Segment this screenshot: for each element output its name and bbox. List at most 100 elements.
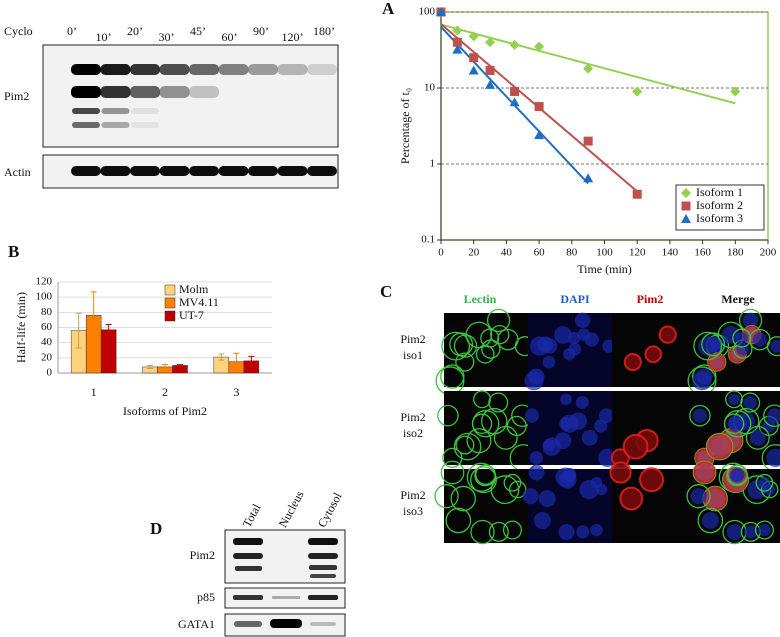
nucleus: [553, 326, 572, 344]
pim2-signal: [693, 461, 716, 484]
band: [131, 108, 159, 114]
nucleus: [524, 371, 544, 391]
band: [307, 64, 337, 75]
cell-membrane: [486, 308, 511, 333]
cell-membrane: [697, 507, 724, 534]
y-tick-label: 120: [36, 276, 53, 288]
nucleus: [729, 468, 745, 483]
x-tick-label: 1: [91, 385, 97, 399]
error-bar: [218, 353, 225, 361]
band: [130, 166, 160, 176]
nucleus: [537, 336, 554, 353]
cell-membrane: [493, 425, 518, 450]
nucleus: [542, 437, 561, 456]
row-label: Pim2: [400, 488, 425, 502]
nucleus: [561, 468, 577, 483]
cell-membrane: [749, 328, 771, 351]
point: [632, 86, 643, 97]
cell-membrane: [725, 390, 743, 409]
cell-membrane: [740, 392, 761, 413]
cell-membrane: [455, 435, 475, 455]
band: [71, 86, 101, 98]
micrograph: [444, 469, 528, 543]
band: [71, 64, 101, 75]
nucleus: [692, 371, 712, 391]
point: [583, 63, 594, 74]
cell-membrane: [488, 521, 509, 542]
nucleus: [568, 342, 582, 356]
cell-membrane: [474, 464, 496, 487]
time-label: 120’: [282, 30, 304, 44]
y-tick-label: 0.1: [421, 234, 435, 246]
nucleus: [770, 339, 780, 353]
pim2-signal: [707, 352, 726, 372]
panel-label: B: [8, 242, 19, 261]
cell-membrane: [488, 392, 509, 413]
micrograph: [444, 391, 528, 465]
legend-box: [675, 184, 765, 231]
x-tick-label: 2: [162, 385, 168, 399]
column-header: Total: [240, 501, 264, 530]
error-bar: [248, 355, 255, 366]
band: [72, 122, 100, 128]
cell-membrane: [441, 331, 471, 361]
cell-membrane: [755, 473, 774, 492]
column-header: Merge: [721, 292, 755, 306]
x-axis-label: Time (min): [577, 262, 632, 276]
error-bar: [233, 352, 240, 371]
pim2-signal: [609, 461, 632, 484]
cell-membrane: [502, 520, 522, 540]
time-label: 20’: [127, 24, 143, 38]
nucleus: [692, 408, 708, 423]
legend-label: Isoform 3: [696, 211, 743, 225]
x-tick-label: 80: [566, 247, 578, 259]
y-tick-label: 40: [41, 336, 53, 348]
point: [509, 39, 520, 50]
legend-swatch: [164, 284, 176, 296]
x-tick-label: 180: [727, 247, 744, 259]
cyclo-label: Cyclo: [4, 24, 33, 38]
time-label: 90’: [253, 24, 269, 38]
row-label: iso3: [403, 504, 423, 518]
y-tick-label: 100: [36, 291, 53, 303]
x-tick-label: 60: [534, 247, 546, 259]
nucleus: [727, 417, 741, 431]
band: [248, 166, 278, 176]
row-label: iso1: [403, 348, 423, 362]
pim2-signal: [622, 433, 649, 460]
nucleus: [749, 429, 766, 446]
point: [452, 44, 463, 54]
band: [307, 166, 337, 176]
pim2-signal: [619, 486, 644, 511]
legend-label: UT-7: [179, 308, 204, 322]
y-tick-label: 80: [41, 306, 53, 318]
y-tick-label: 10: [424, 82, 436, 94]
y-axis-label: Half-life (min): [14, 292, 28, 363]
cell-membrane: [453, 334, 478, 358]
nucleus: [766, 448, 780, 468]
panel-label: D: [150, 519, 162, 538]
pim2-signal: [706, 433, 733, 460]
time-label: 180’: [313, 24, 335, 38]
pim2-signal: [639, 467, 665, 493]
band: [189, 86, 219, 98]
x-tick-label: 140: [662, 247, 679, 259]
nucleus: [529, 451, 543, 465]
cell-membrane: [692, 460, 717, 485]
cell-membrane: [689, 404, 711, 427]
panel-label: C: [380, 282, 392, 301]
error-bar: [177, 364, 183, 367]
x-tick-label: 20: [468, 247, 480, 259]
point: [583, 173, 594, 183]
nucleus: [735, 331, 749, 345]
cell-membrane: [754, 520, 774, 540]
cell-membrane: [722, 466, 749, 494]
blot-row-label: Pim2: [190, 548, 215, 562]
point: [485, 37, 496, 48]
blot-row-label: Pim2: [4, 89, 29, 103]
band: [248, 64, 278, 75]
nucleus: [701, 511, 719, 530]
nucleus: [590, 523, 603, 537]
blot-row-label: GATA1: [178, 617, 215, 631]
